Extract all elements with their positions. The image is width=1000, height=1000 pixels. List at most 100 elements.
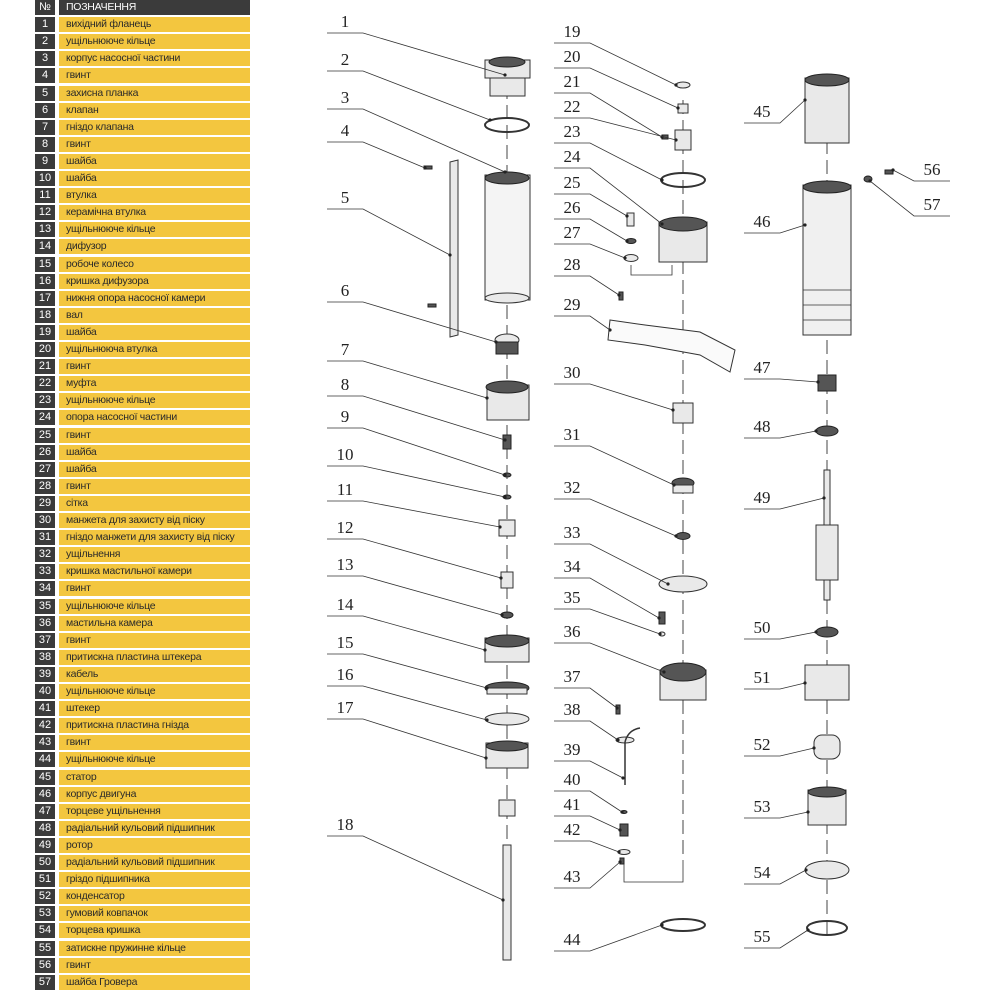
legend-row-number: 27 [35, 461, 55, 477]
legend-row: 21 гвинт [35, 359, 250, 375]
callout-number: 41 [564, 795, 581, 814]
legend-row-number: 19 [35, 324, 55, 340]
callout-16: 16 [327, 665, 489, 722]
leader-dot [868, 179, 872, 183]
leader-line [554, 861, 621, 889]
callout-5: 5 [327, 188, 452, 257]
part-bearing-50 [815, 626, 839, 638]
callout-number: 37 [564, 667, 582, 686]
leader-line [744, 747, 815, 757]
callout-number: 42 [564, 820, 581, 839]
legend-row-name: захисна планка [59, 85, 250, 101]
legend-row-number: 54 [35, 923, 55, 939]
legend-row-name: гвинт [59, 957, 250, 973]
callout-11: 11 [327, 480, 502, 529]
callout-21: 21 [554, 72, 664, 139]
legend-row-number: 28 [35, 478, 55, 494]
legend-row: 40 ущільнююче кільце [35, 684, 250, 699]
legend-row-number: 26 [35, 444, 55, 460]
leader-dot [621, 776, 625, 780]
leader-line [744, 631, 817, 640]
callout-43: 43 [554, 860, 622, 889]
leader-dot [485, 718, 489, 722]
callout-23: 23 [554, 122, 664, 182]
legend-row-number: 55 [35, 940, 55, 956]
legend-row-number: 22 [35, 376, 55, 392]
legend-row-name: гвинт [59, 359, 250, 375]
legend-row-number: 20 [35, 342, 55, 357]
leader-line [554, 92, 663, 138]
legend-row: 7 гніздо клапана [35, 119, 250, 135]
callout-15: 15 [327, 633, 489, 690]
callout-number: 15 [337, 633, 354, 652]
legend-row-number: 36 [35, 615, 55, 631]
legend-row: 38 притискна пластина штекера [35, 649, 250, 665]
legend-row: 8 гвинт [35, 136, 250, 152]
callout-44: 44 [554, 923, 664, 952]
callout-31: 31 [554, 425, 676, 487]
callout-52: 52 [744, 735, 816, 757]
callout-8: 8 [327, 375, 507, 442]
callout-9: 9 [327, 407, 507, 477]
legend-row-name: гумовий ковпачок [59, 906, 250, 922]
legend-header-name: ПОЗНАЧЕННЯ [59, 0, 250, 15]
part-rubber-cap [807, 786, 847, 826]
part-diffuser-cover [484, 712, 530, 726]
leader-dot [660, 923, 664, 927]
callout-number: 5 [341, 188, 350, 207]
callout-number: 14 [337, 595, 355, 614]
legend-row: 2 ущільнююче кільце [35, 34, 250, 50]
legend-row-name: штекер [59, 701, 250, 717]
leader-dot [618, 828, 622, 832]
callout-number: 8 [341, 375, 350, 394]
legend-row: 42 притискна пластина гнізда [35, 718, 250, 734]
legend-row: 29 сітка [35, 495, 250, 511]
callout-number: 38 [564, 700, 581, 719]
leader-dot [625, 214, 629, 218]
legend-row: 19 шайба [35, 324, 250, 340]
legend-row-name: шайба [59, 444, 250, 460]
leader-dot [484, 756, 488, 760]
callout-number: 27 [564, 223, 582, 242]
callout-number: 21 [564, 72, 581, 91]
legend-row-name: ущільнююче кільце [59, 598, 250, 614]
leader-line [327, 653, 488, 689]
legend-row-number: 43 [35, 735, 55, 751]
leader-dot [503, 438, 507, 442]
legend-row-name: дифузор [59, 239, 250, 255]
legend-row: 10 шайба [35, 171, 250, 186]
callout-39: 39 [554, 740, 625, 780]
leader-dot [657, 616, 661, 620]
legend-row-number: 53 [35, 906, 55, 922]
leader-line [744, 929, 809, 949]
legend-row-name: гвинт [59, 136, 250, 152]
leader-line [327, 108, 506, 173]
part-sand-cuff-seat [671, 477, 695, 494]
leader-dot [501, 898, 505, 902]
leader-line [554, 117, 677, 141]
callout-2: 2 [327, 50, 492, 122]
legend-row-number: 44 [35, 752, 55, 768]
legend-row: 11 втулка [35, 188, 250, 204]
callout-number: 6 [341, 281, 350, 300]
legend-row: 24 опора насосної частини [35, 410, 250, 426]
leader-dot [616, 738, 620, 742]
legend-row: 6 клапан [35, 102, 250, 118]
leader-dot [625, 239, 629, 243]
callout-38: 38 [554, 700, 620, 742]
leader-line [327, 500, 501, 528]
part-o-ring-44 [660, 918, 706, 932]
leader-dot [891, 168, 895, 172]
leader-line [744, 99, 806, 124]
legend-row: 34 гвинт [35, 581, 250, 597]
callout-number: 48 [754, 417, 771, 436]
leader-line [554, 275, 620, 296]
part-stator [804, 73, 850, 144]
legend-row-number: 17 [35, 290, 55, 306]
leader-dot [485, 686, 489, 690]
callout-4: 4 [327, 121, 427, 170]
callout-13: 13 [327, 555, 504, 617]
legend-row-number: 21 [35, 359, 55, 375]
legend-row: 4 гвинт [35, 68, 250, 84]
legend-row-name: шайба [59, 171, 250, 186]
